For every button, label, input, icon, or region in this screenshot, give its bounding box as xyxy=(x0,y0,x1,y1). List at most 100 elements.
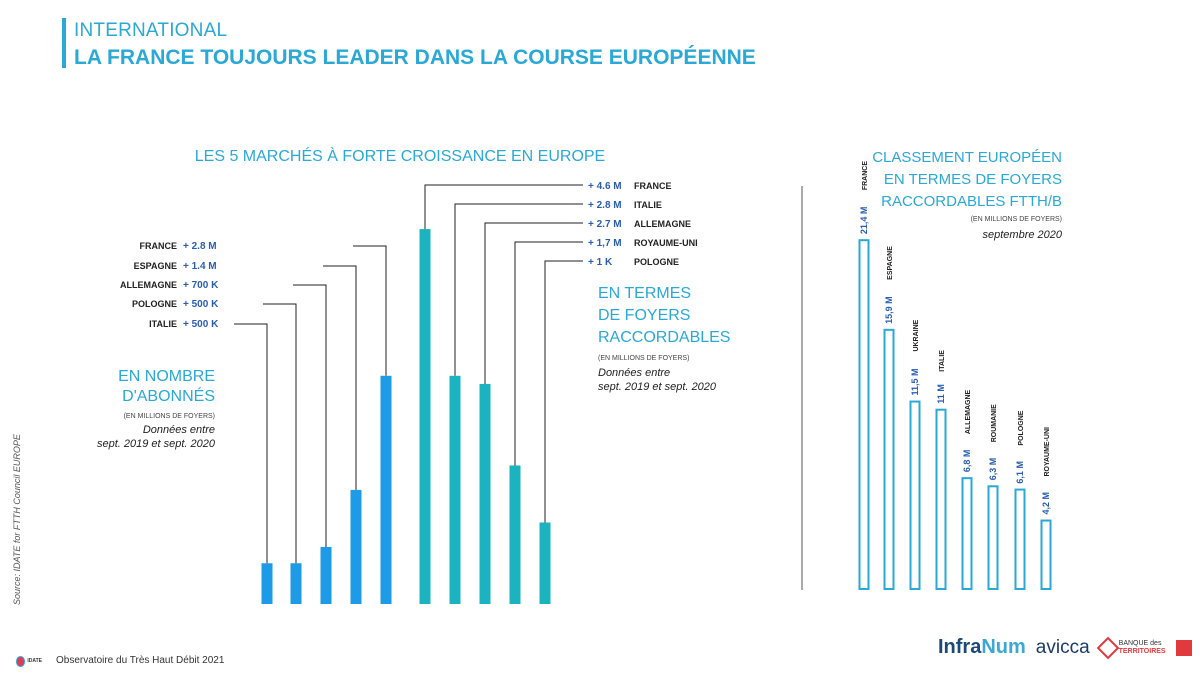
left-value-label: + 500 K xyxy=(183,299,219,310)
chart2-date-note: septembre 2020 xyxy=(983,229,1063,241)
ranking-value-label: 11,5 M xyxy=(910,369,920,396)
page-title: LA FRANCE TOUJOURS LEADER DANS LA COURSE… xyxy=(74,46,756,69)
ranking-bar-ukraine xyxy=(909,400,921,590)
ranking-value-label: 4,2 M xyxy=(1041,492,1051,515)
right-country-label: ALLEMAGNE xyxy=(634,219,691,229)
right-leader-line-1 xyxy=(454,203,583,376)
ranking-country-label: ITALIE xyxy=(939,350,946,372)
idate-logo: IDATE xyxy=(16,655,42,667)
right-bar-allemagne xyxy=(479,383,491,604)
ranking-value-label: 15,9 M xyxy=(884,296,894,324)
left-value-label: + 1.4 M xyxy=(183,261,217,272)
right-unit-note: (EN MILLIONS DE FOYERS) xyxy=(598,355,689,362)
right-country-label: ITALIE xyxy=(634,200,662,210)
left-leader-line-1 xyxy=(263,303,297,564)
title-accent-bar xyxy=(62,18,66,68)
right-date-note: sept. 2019 et sept. 2020 xyxy=(598,381,717,393)
right-date-note: Données entre xyxy=(598,367,670,379)
chart2-title-line: CLASSEMENT EUROPÉEN xyxy=(872,149,1062,166)
right-bar-pologne xyxy=(539,522,551,604)
ranking-value-label: 21,4 M xyxy=(859,207,869,235)
partner-logos: InfraNum avicca BANQUE des TERRITOIRES xyxy=(938,636,1192,659)
right-value-label: + 1,7 M xyxy=(588,238,622,249)
right-caption-line: RACCORDABLES xyxy=(598,329,730,346)
left-leader-line-2 xyxy=(293,284,327,547)
page-subtitle: INTERNATIONAL xyxy=(74,20,228,41)
ranking-bar-italie xyxy=(935,408,947,591)
right-leader-line-0 xyxy=(424,184,583,230)
right-bar-italie xyxy=(449,375,461,604)
left-country-label: ESPAGNE xyxy=(134,261,177,271)
right-country-label: POLOGNE xyxy=(634,257,679,267)
republique-francaise-icon xyxy=(1175,639,1192,656)
left-unit-note: (EN MILLIONS DE FOYERS) xyxy=(124,413,215,420)
left-bar-pologne xyxy=(290,563,302,604)
ranking-country-label: ESPAGNE xyxy=(887,246,894,280)
chart2-unit-note: (EN MILLIONS DE FOYERS) xyxy=(971,216,1062,223)
chart1-title: LES 5 MARCHÉS À FORTE CROISSANCE EN EURO… xyxy=(195,146,605,165)
ranking-country-label: FRANCE xyxy=(862,161,869,190)
right-caption-line: DE FOYERS xyxy=(598,307,690,324)
right-country-label: ROYAUME-UNI xyxy=(634,238,698,248)
ranking-bar-france xyxy=(858,239,870,590)
left-date-note: Données entre xyxy=(143,424,215,436)
right-value-label: + 2.7 M xyxy=(588,219,622,230)
avicca-logo: avicca xyxy=(1035,636,1090,658)
ranking-country-label: ROYAUME-UNI xyxy=(1044,427,1051,477)
left-value-label: + 700 K xyxy=(183,280,219,291)
infranum-logo: InfraNum xyxy=(938,636,1026,659)
left-country-label: ALLEMAGNE xyxy=(120,280,177,290)
chart2-title-line: RACCORDABLES FTTH/B xyxy=(881,193,1062,210)
infranum-logo-b: Num xyxy=(981,636,1026,658)
chart2-title-line: EN TERMES DE FOYERS xyxy=(884,171,1062,188)
ranking-bar-royaume-uni xyxy=(1040,519,1052,590)
right-caption-line: EN TERMES xyxy=(598,285,691,302)
left-value-label: + 500 K xyxy=(183,319,219,330)
ranking-bar-espagne xyxy=(883,328,895,590)
left-bar-allemagne xyxy=(320,546,332,604)
right-leader-line-3 xyxy=(514,241,583,466)
footer-text: Observatoire du Très Haut Débit 2021 xyxy=(56,655,225,666)
ranking-bar-pologne xyxy=(1014,488,1026,591)
ranking-value-label: 6,3 M xyxy=(988,458,998,481)
left-caption-line: D'ABONNÉS xyxy=(122,386,215,405)
left-bar-italie xyxy=(261,563,273,604)
ranking-country-label: ROUMANIE xyxy=(991,404,998,442)
ranking-value-label: 6,1 M xyxy=(1015,461,1025,484)
left-value-label: + 2.8 M xyxy=(183,241,217,252)
right-value-label: + 4.6 M xyxy=(588,181,622,192)
left-caption-line: EN NOMBRE xyxy=(118,368,215,385)
right-leader-line-2 xyxy=(484,222,583,384)
right-bar-royaume-uni xyxy=(509,465,521,604)
right-leader-line-4 xyxy=(544,260,583,523)
ranking-country-label: POLOGNE xyxy=(1018,410,1025,445)
left-country-label: POLOGNE xyxy=(132,299,177,309)
left-date-note: sept. 2019 et sept. 2020 xyxy=(97,438,216,450)
bdt-line1: BANQUE des xyxy=(1118,639,1162,647)
ranking-country-label: ALLEMAGNE xyxy=(965,389,972,434)
ranking-bar-roumanie xyxy=(987,485,999,590)
right-bar-france xyxy=(419,229,431,604)
ranking-country-label: UKRAINE xyxy=(913,319,920,351)
left-leader-line-4 xyxy=(353,245,387,376)
bdt-hexagon-icon xyxy=(1096,636,1119,659)
right-value-label: + 1 K xyxy=(588,257,613,268)
left-bar-france xyxy=(380,375,392,604)
infranum-logo-a: Infra xyxy=(938,636,982,658)
ranking-bar-allemagne xyxy=(961,477,973,590)
right-country-label: FRANCE xyxy=(634,181,672,191)
right-value-label: + 2.8 M xyxy=(588,200,622,211)
ranking-value-label: 11 M xyxy=(936,384,946,404)
idate-logo-text: IDATE xyxy=(27,658,42,664)
left-country-label: ITALIE xyxy=(149,319,177,329)
left-bar-espagne xyxy=(350,489,362,604)
left-country-label: FRANCE xyxy=(140,241,178,251)
idate-logo-icon xyxy=(16,655,26,667)
left-leader-line-0 xyxy=(234,323,268,564)
bdt-line2: TERRITOIRES xyxy=(1118,647,1166,655)
ranking-value-label: 6,8 M xyxy=(962,450,972,473)
bdt-logo-text: BANQUE des TERRITOIRES xyxy=(1119,640,1166,656)
banque-des-territoires-logo: BANQUE des TERRITOIRES xyxy=(1096,636,1166,659)
left-leader-line-3 xyxy=(323,265,357,490)
